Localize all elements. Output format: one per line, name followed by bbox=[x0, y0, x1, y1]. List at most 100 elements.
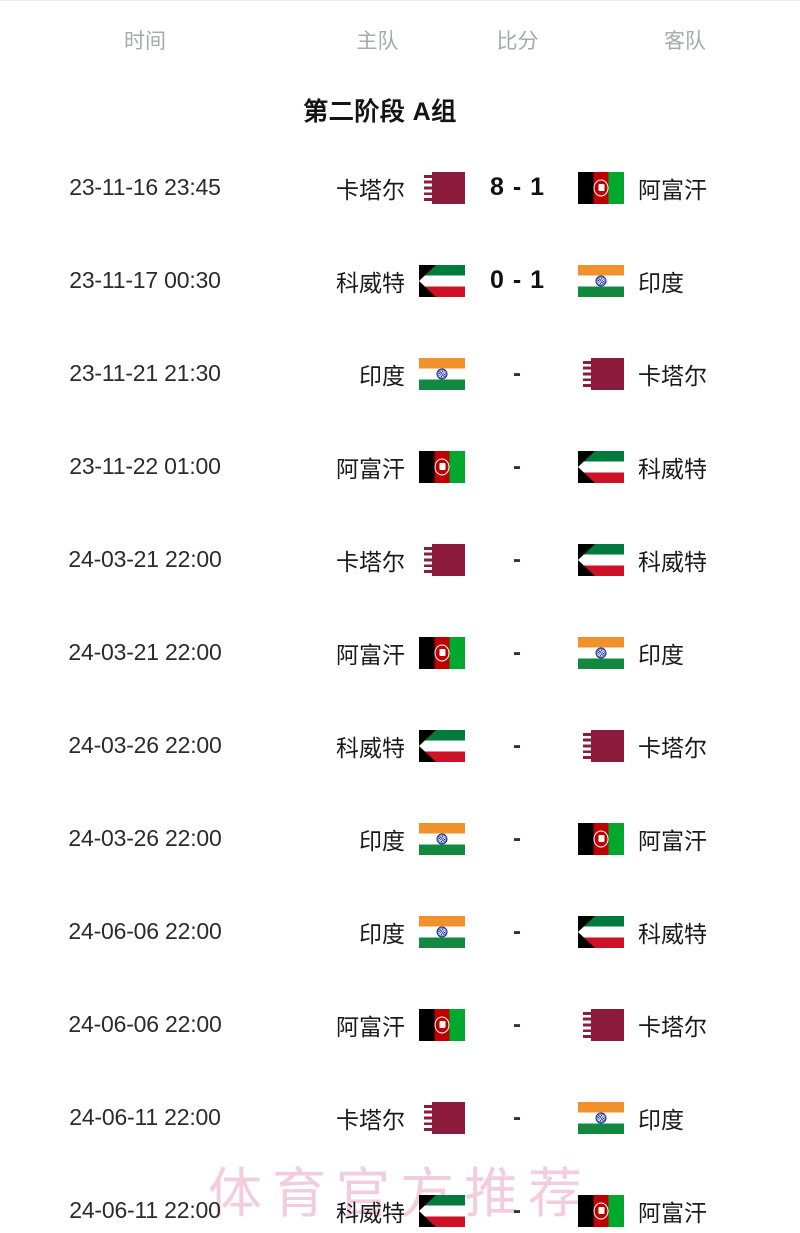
home-team-cell[interactable]: 印度 bbox=[290, 915, 465, 949]
qatar-flag-icon bbox=[578, 729, 624, 762]
away-team-cell[interactable]: 卡塔尔 bbox=[570, 357, 800, 391]
flag-detail bbox=[419, 729, 436, 762]
kuwait-flag-icon bbox=[578, 543, 624, 576]
match-score: - bbox=[513, 824, 522, 852]
table-row[interactable]: 23-11-21 21:30 印度 - 卡塔尔 bbox=[0, 327, 800, 420]
match-score: - bbox=[513, 1103, 522, 1131]
away-team-name: 卡塔尔 bbox=[638, 1013, 707, 1040]
table-row[interactable]: 24-06-11 22:00 科威特 - 阿富汗 bbox=[0, 1164, 800, 1233]
column-header-score: 比分 bbox=[496, 30, 539, 53]
kuwait-flag-icon bbox=[578, 915, 624, 948]
match-score: - bbox=[513, 359, 522, 387]
home-team-cell[interactable]: 阿富汗 bbox=[290, 636, 465, 670]
table-row[interactable]: 24-03-21 22:00 阿富汗 - 印度 bbox=[0, 606, 800, 699]
away-team-cell[interactable]: 科威特 bbox=[570, 450, 800, 484]
away-team-cell[interactable]: 印度 bbox=[570, 1101, 800, 1135]
away-team-name: 阿富汗 bbox=[638, 1199, 707, 1226]
home-team-name: 印度 bbox=[359, 920, 405, 947]
away-team-cell[interactable]: 阿富汗 bbox=[570, 171, 800, 205]
away-team-name: 阿富汗 bbox=[638, 827, 707, 854]
qatar-flag-icon bbox=[578, 357, 624, 390]
kuwait-flag-icon bbox=[419, 729, 465, 762]
home-team-name: 卡塔尔 bbox=[336, 548, 405, 575]
flag-detail bbox=[434, 458, 450, 475]
away-team-cell[interactable]: 阿富汗 bbox=[570, 822, 800, 856]
home-team-name: 卡塔尔 bbox=[336, 176, 405, 203]
home-team-cell[interactable]: 印度 bbox=[290, 822, 465, 856]
match-score: - bbox=[513, 731, 522, 759]
match-score: - bbox=[513, 1010, 522, 1038]
kuwait-flag-icon bbox=[578, 450, 624, 483]
group-section-title: 第二阶段 A组 bbox=[303, 98, 457, 126]
home-team-name: 印度 bbox=[359, 827, 405, 854]
home-team-name: 卡塔尔 bbox=[336, 1106, 405, 1133]
table-row[interactable]: 24-03-21 22:00 卡塔尔 - 科威特 bbox=[0, 513, 800, 606]
column-header-away: 客队 bbox=[664, 30, 706, 53]
home-team-cell[interactable]: 卡塔尔 bbox=[290, 543, 465, 577]
home-team-name: 阿富汗 bbox=[336, 455, 405, 482]
qatar-flag-icon bbox=[419, 1101, 465, 1134]
away-team-name: 阿富汗 bbox=[638, 176, 707, 203]
match-score: - bbox=[513, 917, 522, 945]
table-row[interactable]: 23-11-22 01:00 阿富汗 - 科威特 bbox=[0, 420, 800, 513]
away-team-name: 印度 bbox=[638, 1106, 684, 1133]
home-team-cell[interactable]: 印度 bbox=[290, 357, 465, 391]
match-row-list: 23-11-16 23:45 卡塔尔 8 - 1 阿富汗 23-11-17 00:30 科… bbox=[0, 141, 800, 1233]
away-team-cell[interactable]: 印度 bbox=[570, 636, 800, 670]
away-team-cell[interactable]: 印度 bbox=[570, 264, 800, 298]
india-flag-icon bbox=[419, 915, 465, 948]
flag-detail bbox=[593, 179, 609, 196]
home-team-cell[interactable]: 科威特 bbox=[290, 729, 465, 763]
home-team-cell[interactable]: 卡塔尔 bbox=[290, 1101, 465, 1135]
india-flag-icon bbox=[578, 264, 624, 297]
flag-detail bbox=[595, 1112, 607, 1123]
home-team-name: 印度 bbox=[359, 362, 405, 389]
table-row[interactable]: 24-03-26 22:00 印度 - 阿富汗 bbox=[0, 792, 800, 885]
home-team-name: 阿富汗 bbox=[336, 1013, 405, 1040]
flag-detail bbox=[419, 1101, 432, 1134]
away-team-cell[interactable]: 科威特 bbox=[570, 915, 800, 949]
india-flag-icon bbox=[578, 1101, 624, 1134]
match-time: 24-06-06 22:00 bbox=[68, 1011, 222, 1037]
flag-detail bbox=[578, 450, 595, 483]
qatar-flag-icon bbox=[419, 171, 465, 204]
flag-detail bbox=[419, 264, 436, 297]
flag-detail bbox=[578, 1008, 591, 1041]
flag-detail bbox=[434, 1016, 450, 1033]
away-team-cell[interactable]: 科威特 bbox=[570, 543, 800, 577]
match-time: 24-03-21 22:00 bbox=[68, 639, 222, 665]
table-row[interactable]: 24-06-06 22:00 阿富汗 - 卡塔尔 bbox=[0, 978, 800, 1071]
table-row[interactable]: 24-06-06 22:00 印度 - 科威特 bbox=[0, 885, 800, 978]
flag-detail bbox=[419, 543, 432, 576]
match-score: - bbox=[513, 545, 522, 573]
afghanistan-flag-icon bbox=[419, 1008, 465, 1041]
match-time: 24-06-06 22:00 bbox=[68, 918, 222, 944]
away-team-name: 科威特 bbox=[638, 920, 707, 947]
flag-detail bbox=[419, 171, 432, 204]
away-team-name: 卡塔尔 bbox=[638, 734, 707, 761]
table-row[interactable]: 24-06-11 22:00 卡塔尔 - 印度 bbox=[0, 1071, 800, 1164]
home-team-cell[interactable]: 阿富汗 bbox=[290, 450, 465, 484]
kuwait-flag-icon bbox=[419, 264, 465, 297]
table-row[interactable]: 23-11-16 23:45 卡塔尔 8 - 1 阿富汗 bbox=[0, 141, 800, 234]
away-team-name: 科威特 bbox=[638, 548, 707, 575]
home-team-name: 科威特 bbox=[336, 269, 405, 296]
match-score: - bbox=[513, 1196, 522, 1224]
match-time: 23-11-16 23:45 bbox=[69, 174, 221, 200]
afghanistan-flag-icon bbox=[578, 822, 624, 855]
flag-detail bbox=[436, 833, 448, 844]
table-row[interactable]: 23-11-17 00:30 科威特 0 - 1 印度 bbox=[0, 234, 800, 327]
away-team-cell[interactable]: 卡塔尔 bbox=[570, 729, 800, 763]
home-team-cell[interactable]: 卡塔尔 bbox=[290, 171, 465, 205]
away-team-name: 科威特 bbox=[638, 455, 707, 482]
away-team-cell[interactable]: 阿富汗 bbox=[570, 1194, 800, 1228]
home-team-cell[interactable]: 科威特 bbox=[290, 264, 465, 298]
match-time: 24-03-26 22:00 bbox=[68, 732, 222, 758]
home-team-cell[interactable]: 阿富汗 bbox=[290, 1008, 465, 1042]
table-row[interactable]: 24-03-26 22:00 科威特 - 卡塔尔 bbox=[0, 699, 800, 792]
match-score: 0 - 1 bbox=[489, 266, 546, 294]
home-team-cell[interactable]: 科威特 bbox=[290, 1194, 465, 1228]
away-team-cell[interactable]: 卡塔尔 bbox=[570, 1008, 800, 1042]
away-team-name: 印度 bbox=[638, 641, 684, 668]
flag-detail bbox=[578, 543, 595, 576]
